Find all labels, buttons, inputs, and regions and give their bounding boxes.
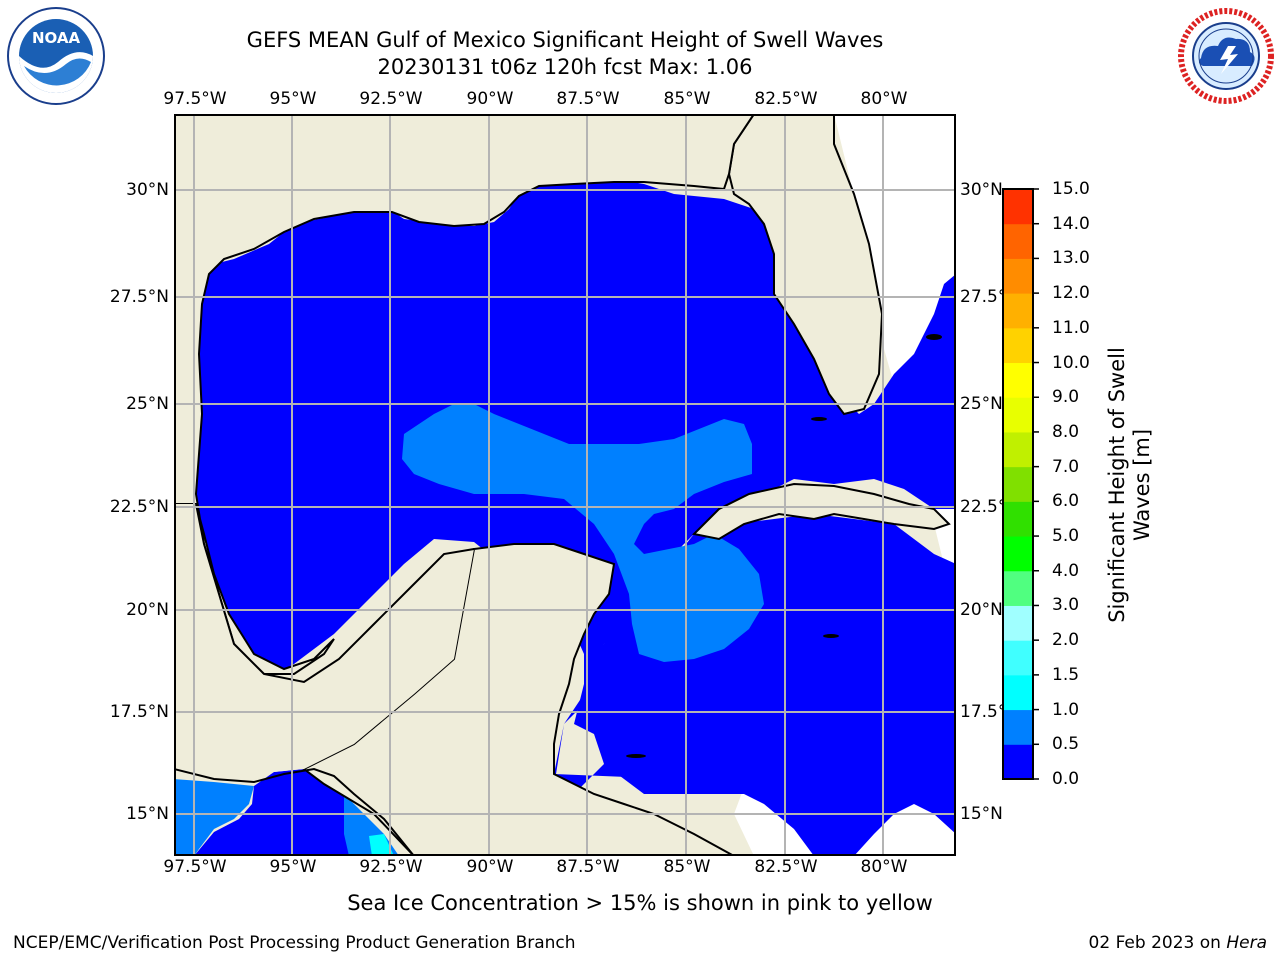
mexico-coastline [195,503,475,684]
colorbar-segment [1003,189,1033,225]
colorbar-segment [1003,362,1033,398]
lon-label-bottom: 87.5°W [556,857,620,877]
lat-label-left: 30°N [126,180,169,200]
noaa-logo-icon: NOAA [7,7,105,105]
colorbar-segment [1003,570,1033,606]
lon-label-top: 80°W [860,89,908,109]
map-frame [174,114,956,856]
colorbar-label: Significant Height of Swell Waves [m] [1105,347,1155,623]
lat-label-right: 15°N [960,804,1003,824]
central-america-pacific-coastline [175,767,415,855]
gulf-of-mexico-map [174,114,956,856]
colorbar-frame [1002,188,1034,780]
island [823,634,839,638]
chart-title: GEFS MEAN Gulf of Mexico Significant Hei… [246,28,884,52]
colorbar-tick-label: 5.0 [1052,526,1080,547]
colorbar-tick-label: 3.0 [1052,595,1080,616]
colorbar-tick-label: 15.0 [1052,179,1090,199]
colorbar-segment [1003,674,1033,711]
colorbar-segment [1003,536,1033,572]
lon-label-bottom: 85°W [663,857,711,877]
colorbar-tick-label: 11.0 [1052,317,1090,338]
cuba-landmass [691,482,951,541]
colorbar-label-line2: Waves [m] [1130,428,1154,542]
colorbar-tick-label: 14.0 [1052,213,1090,234]
colorbar-tick-label: 9.0 [1052,387,1080,408]
colorbar-segment [1003,709,1033,745]
no-data-ocean-atlantic [864,115,955,384]
nws-logo-icon [1178,8,1274,104]
colorbar-segment [1003,605,1033,641]
colorbar [1002,188,1039,780]
colorbar-tick-label: 0.0 [1052,769,1080,789]
swell-region-0-0.5 [194,179,955,855]
colorbar-segment [1003,258,1033,294]
colorbar-tick-label: 13.0 [1052,248,1090,269]
map-gridlines [175,115,955,855]
colorbar-tick-label: 12.0 [1052,283,1090,304]
colorbar-tick-label: 2.0 [1052,630,1080,651]
island [926,334,942,340]
colorbar-tick-label: 10.0 [1052,352,1090,373]
lon-label-top: 97.5°W [163,89,227,109]
lat-label-left: 27.5°N [109,287,169,307]
yucatan-landmass [302,543,735,855]
lat-label-left: 20°N [126,600,169,620]
swell-region-pacific-0-0.5 [194,769,374,855]
lon-label-top: 85°W [663,89,711,109]
swell-region-0.5-1.0 [402,404,764,662]
lon-label-bottom: 97.5°W [163,857,227,877]
colorbar-segment [1003,431,1033,468]
chart-subtitle: 20230131 t06z 120h fcst Max: 1.06 [377,55,753,79]
footer-host: Hera [1226,933,1267,953]
colorbar-segment [1003,744,1033,780]
colorbar-segment [1003,327,1033,364]
island [626,754,646,758]
colorbar-segment [1003,640,1033,676]
colorbar-tick-label: 0.5 [1052,734,1080,755]
us-gulf-coast-landmass [175,115,755,675]
colorbar-segment [1003,501,1033,537]
sea-ice-note: Sea Ice Concentration > 15% is shown in … [347,891,933,915]
lon-label-bottom: 90°W [466,857,514,877]
colorbar-segment [1003,397,1033,433]
colorbar-tick-label: 1.0 [1052,699,1080,720]
lon-label-bottom: 95°W [269,857,317,877]
footer-credit: NCEP/EMC/Verification Post Processing Pr… [13,933,576,953]
lat-label-left: 25°N [126,394,169,414]
colorbar-tick-label: 4.0 [1052,560,1080,581]
lon-label-top: 82.5°W [754,89,818,109]
colorbar-label-line1: Significant Height of Swell [1105,347,1129,623]
lat-label-left: 17.5°N [109,702,169,722]
colorbar-tick-label: 7.0 [1052,456,1080,477]
mexico-west-landmass [175,504,474,774]
lon-label-bottom: 80°W [860,857,908,877]
lon-label-top: 90°W [466,89,514,109]
lat-label-right: 20°N [960,600,1003,620]
lon-label-top: 95°W [269,89,317,109]
colorbar-tick-label: 1.5 [1052,664,1080,685]
island [811,417,827,421]
lat-label-right: 30°N [960,180,1003,200]
lat-label-left: 15°N [126,804,169,824]
lat-label-left: 22.5°N [109,497,169,517]
colorbar-segment [1003,223,1033,259]
lat-label-right: 25°N [960,394,1003,414]
lon-label-top: 87.5°W [556,89,620,109]
colorbar-tick-label: 6.0 [1052,491,1080,512]
lon-label-bottom: 82.5°W [754,857,818,877]
colorbar-segment [1003,293,1033,329]
lon-label-bottom: 92.5°W [359,857,423,877]
colorbar-segment [1003,466,1033,502]
lon-label-top: 92.5°W [359,89,423,109]
swell-region-1.0-1.5 [369,834,394,855]
footer-date: 02 Feb 2023 on Hera [1089,933,1267,953]
colorbar-tick-label: 8.0 [1052,421,1080,442]
noaa-logo-text: NOAA [32,29,81,47]
footer-date-text: 02 Feb 2023 on [1088,933,1227,953]
